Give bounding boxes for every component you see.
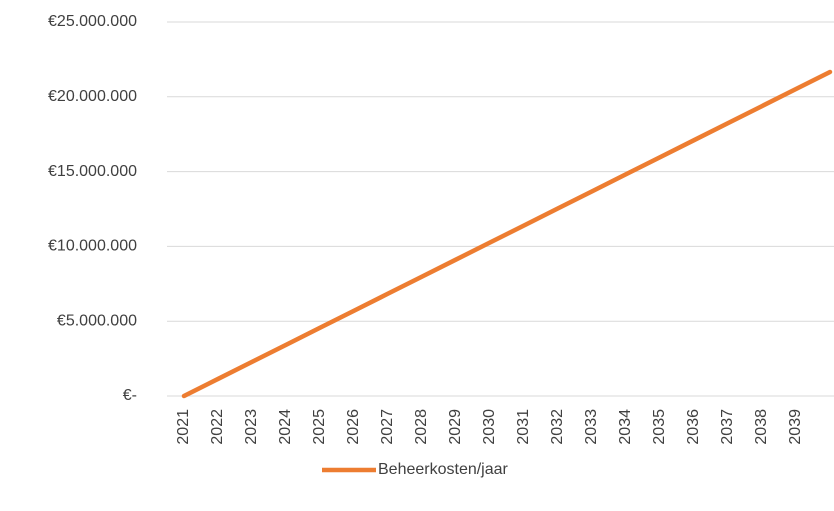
x-tick-label: 2023 [243,409,260,445]
x-tick-label: 2033 [583,409,600,445]
x-tick-label: 2037 [719,409,736,445]
y-tick-label: €5.000.000 [57,312,137,329]
series-line [181,69,833,399]
y-tick-label: €20.000.000 [48,88,137,105]
x-tick-label: 2034 [617,409,634,445]
x-tick-label: 2027 [379,409,396,445]
x-tick-label: 2031 [515,409,532,445]
x-tick-label: 2029 [447,409,464,445]
y-tick-label: €10.000.000 [48,238,137,255]
x-tick-label: 2028 [413,409,430,445]
y-tick-label: €15.000.000 [48,163,137,180]
x-tick-label: 2021 [175,409,192,445]
x-tick-label: 2035 [651,409,668,445]
x-tick-label: 2025 [311,409,328,445]
x-tick-label: 2024 [277,409,294,445]
x-tick-label: 2039 [787,409,804,445]
x-tick-label: 2036 [685,409,702,445]
y-tick-label: €25.000.000 [48,13,137,30]
x-tick-label: 2032 [549,409,566,445]
x-tick-label: 2030 [481,409,498,445]
y-tick-label: €- [123,387,137,404]
legend-label: Beheerkosten/jaar [378,461,509,478]
x-tick-label: 2022 [209,409,226,445]
x-tick-label: 2026 [345,409,362,445]
x-tick-label: 2038 [753,409,770,445]
